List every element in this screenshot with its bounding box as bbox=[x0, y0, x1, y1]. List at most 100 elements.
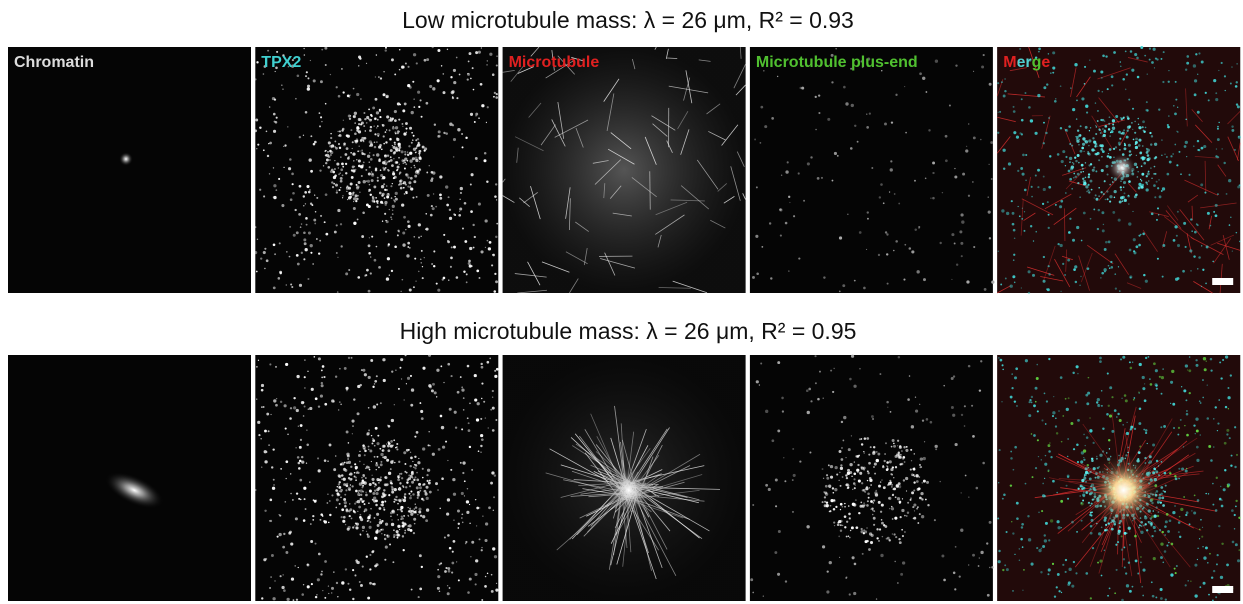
speckle bbox=[1011, 200, 1013, 202]
speckle bbox=[1104, 248, 1107, 251]
speckle bbox=[853, 472, 856, 475]
speckle bbox=[1218, 122, 1219, 123]
speckle bbox=[1068, 125, 1071, 128]
speckle bbox=[1213, 79, 1216, 82]
speckle bbox=[1077, 154, 1080, 157]
speckle bbox=[385, 49, 387, 51]
speckle bbox=[291, 173, 294, 176]
speckle bbox=[310, 135, 312, 137]
speckle bbox=[469, 523, 470, 524]
speckle bbox=[1193, 64, 1196, 67]
speckle bbox=[1160, 556, 1163, 559]
speckle bbox=[1129, 249, 1132, 252]
speckle bbox=[1075, 572, 1077, 574]
speckle bbox=[870, 541, 873, 544]
speckle bbox=[324, 47, 327, 50]
speckle bbox=[305, 75, 307, 77]
speckle bbox=[346, 387, 349, 390]
speckle bbox=[1023, 569, 1025, 571]
speckle bbox=[447, 240, 449, 242]
speckle bbox=[1160, 543, 1163, 546]
speckle bbox=[300, 424, 303, 427]
speckle bbox=[422, 447, 425, 450]
speckle bbox=[1178, 468, 1180, 470]
speckle bbox=[846, 536, 848, 538]
speckle bbox=[340, 156, 341, 157]
speckle bbox=[256, 366, 257, 367]
speckle bbox=[447, 363, 450, 366]
speckle bbox=[1050, 456, 1052, 458]
speckle bbox=[415, 139, 417, 141]
speckle bbox=[1038, 512, 1040, 514]
speckle bbox=[297, 456, 300, 459]
speckle bbox=[416, 478, 419, 481]
speckle bbox=[882, 465, 884, 467]
speckle bbox=[384, 538, 386, 540]
speckle bbox=[488, 506, 491, 509]
speckle bbox=[1230, 82, 1232, 84]
speckle bbox=[362, 566, 364, 568]
speckle bbox=[1112, 119, 1115, 122]
speckle bbox=[263, 195, 265, 197]
speckle bbox=[363, 153, 365, 155]
speckle bbox=[1021, 133, 1023, 135]
speckle bbox=[453, 493, 456, 496]
speckle bbox=[1062, 564, 1064, 566]
speckle bbox=[314, 194, 315, 195]
speckle bbox=[1120, 66, 1122, 68]
speckle bbox=[402, 525, 405, 528]
speckle bbox=[402, 279, 404, 281]
speckle bbox=[1154, 143, 1157, 146]
speckle bbox=[1201, 147, 1204, 150]
speckle bbox=[384, 534, 386, 536]
speckle bbox=[439, 563, 441, 565]
speckle bbox=[1232, 250, 1233, 251]
speckle bbox=[413, 466, 414, 467]
speckle bbox=[256, 148, 257, 149]
speckle bbox=[1038, 549, 1041, 552]
speckle bbox=[443, 132, 445, 134]
speckle bbox=[1103, 224, 1104, 225]
speckle bbox=[394, 196, 395, 197]
speckle bbox=[823, 276, 825, 278]
speckle bbox=[431, 263, 433, 265]
speckle bbox=[269, 587, 271, 589]
speckle bbox=[383, 143, 385, 145]
speckle bbox=[407, 176, 409, 178]
speckle bbox=[493, 290, 496, 293]
speckle bbox=[1138, 391, 1139, 392]
speckle bbox=[418, 494, 419, 495]
speckle bbox=[373, 185, 376, 188]
speckle bbox=[960, 213, 963, 216]
speckle bbox=[319, 519, 321, 521]
speckle bbox=[430, 179, 433, 182]
speckle bbox=[493, 96, 495, 98]
speckle bbox=[1203, 582, 1206, 585]
speckle bbox=[1212, 599, 1214, 601]
speckle bbox=[1235, 85, 1238, 88]
speckle bbox=[340, 223, 342, 225]
speckle bbox=[299, 185, 302, 188]
speckle bbox=[366, 63, 367, 64]
speckle bbox=[1075, 401, 1077, 403]
speckle bbox=[1069, 157, 1072, 160]
speckle bbox=[318, 469, 321, 472]
speckle bbox=[897, 497, 900, 500]
speckle bbox=[784, 480, 786, 482]
speckle bbox=[370, 144, 373, 147]
speckle bbox=[408, 181, 411, 184]
speckle bbox=[1235, 506, 1237, 508]
speckle bbox=[379, 519, 381, 521]
speckle bbox=[391, 419, 394, 422]
speckle bbox=[868, 454, 870, 456]
speckle bbox=[341, 478, 342, 479]
speckle bbox=[1013, 110, 1016, 113]
speckle bbox=[424, 147, 427, 150]
speckle bbox=[989, 83, 992, 86]
speckle bbox=[1161, 58, 1163, 60]
speckle bbox=[365, 130, 366, 131]
speckle bbox=[1161, 139, 1163, 141]
speckle bbox=[1142, 595, 1144, 597]
speckle bbox=[446, 513, 449, 516]
speckle bbox=[1197, 111, 1200, 114]
